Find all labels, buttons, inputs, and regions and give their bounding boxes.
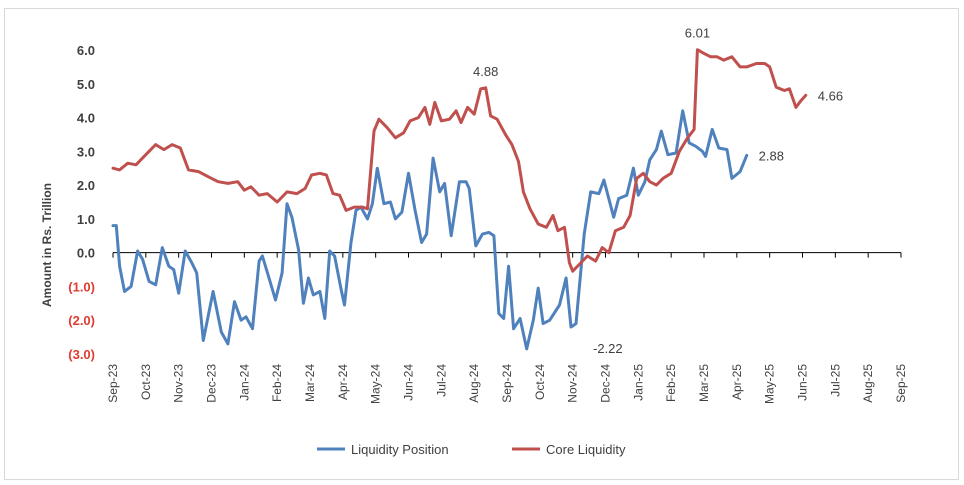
x-tick-label: Apr-25 bbox=[730, 364, 744, 400]
legend: Liquidity Position Core Liquidity bbox=[317, 442, 626, 457]
y-tick-label: 2.0 bbox=[77, 178, 95, 193]
series-layer bbox=[111, 48, 808, 351]
y-tick-label: 6.0 bbox=[77, 43, 95, 58]
y-axis-label-group: Amount in Rs. Trillion bbox=[40, 183, 54, 307]
y-tick-label: (3.0) bbox=[68, 347, 95, 362]
y-axis-label: Amount in Rs. Trillion bbox=[40, 183, 54, 307]
x-tick-label: Apr-24 bbox=[336, 364, 350, 400]
chart-frame: Amount in Rs. Trillion 6.0 5.0 4.0 3.0 2.0 1.… bbox=[4, 8, 959, 480]
x-tick-label: Dec-23 bbox=[205, 364, 219, 403]
x-tick-label: May-24 bbox=[369, 364, 383, 404]
x-tick-label: Jan-25 bbox=[631, 364, 645, 401]
data-label: 4.88 bbox=[473, 64, 498, 79]
y-tick-label: 3.0 bbox=[77, 144, 95, 159]
x-tick-label: Feb-25 bbox=[664, 364, 678, 402]
data-label: -2.22 bbox=[593, 341, 623, 356]
x-tick-label: Jul-24 bbox=[434, 364, 448, 397]
y-tick-label: 0.0 bbox=[77, 246, 95, 261]
x-tick-label: May-25 bbox=[763, 364, 777, 404]
x-tick-label: Oct-24 bbox=[533, 364, 547, 400]
x-tick-label: Mar-25 bbox=[697, 364, 711, 402]
y-tick-label: 5.0 bbox=[77, 77, 95, 92]
x-tick-label: Sep-24 bbox=[500, 364, 514, 403]
x-tick-label: Mar-24 bbox=[303, 364, 317, 402]
x-tick-label: Jul-25 bbox=[828, 364, 842, 397]
y-axis-ticks: 6.0 5.0 4.0 3.0 2.0 1.0 0.0 (1.0) (2.0) (3.0) bbox=[68, 43, 95, 362]
data-label: 2.88 bbox=[759, 148, 784, 163]
data-label: 6.01 bbox=[685, 26, 710, 41]
x-tick-label: Nov-24 bbox=[566, 364, 580, 403]
legend-label: Core Liquidity bbox=[546, 442, 626, 457]
x-tick-label: Jun-24 bbox=[402, 364, 416, 401]
y-tick-label: 1.0 bbox=[77, 212, 95, 227]
x-tick-label: Jan-24 bbox=[237, 364, 251, 401]
x-tick-label: Sep-25 bbox=[894, 364, 908, 403]
liquidity-chart: Amount in Rs. Trillion 6.0 5.0 4.0 3.0 2.0 1.… bbox=[40, 26, 908, 457]
x-tick-label: Nov-23 bbox=[172, 364, 186, 403]
series-line-liquidity-position bbox=[111, 109, 749, 351]
x-tick-label: Feb-24 bbox=[270, 364, 284, 402]
x-tick-label: Oct-23 bbox=[139, 364, 153, 400]
data-label: 4.66 bbox=[818, 88, 843, 103]
x-axis: Sep-23 Oct-23 Nov-23 Dec-23 Jan-24 Feb-24 Mar-… bbox=[106, 252, 908, 404]
annotation-layer: 4.88 6.01 4.66 2.88 -2.22 bbox=[473, 26, 843, 356]
x-tick-label: Jun-25 bbox=[796, 364, 810, 401]
y-tick-label: (2.0) bbox=[68, 313, 95, 328]
y-tick-label: (1.0) bbox=[68, 279, 95, 294]
x-tick-label: Dec-24 bbox=[599, 364, 613, 403]
y-tick-label: 4.0 bbox=[77, 111, 95, 126]
x-tick-label: Sep-23 bbox=[106, 364, 120, 403]
legend-label: Liquidity Position bbox=[351, 442, 449, 457]
series-line-core-liquidity bbox=[111, 48, 808, 273]
x-tick-label: Aug-24 bbox=[467, 364, 481, 403]
x-tick-label: Aug-25 bbox=[861, 364, 875, 403]
